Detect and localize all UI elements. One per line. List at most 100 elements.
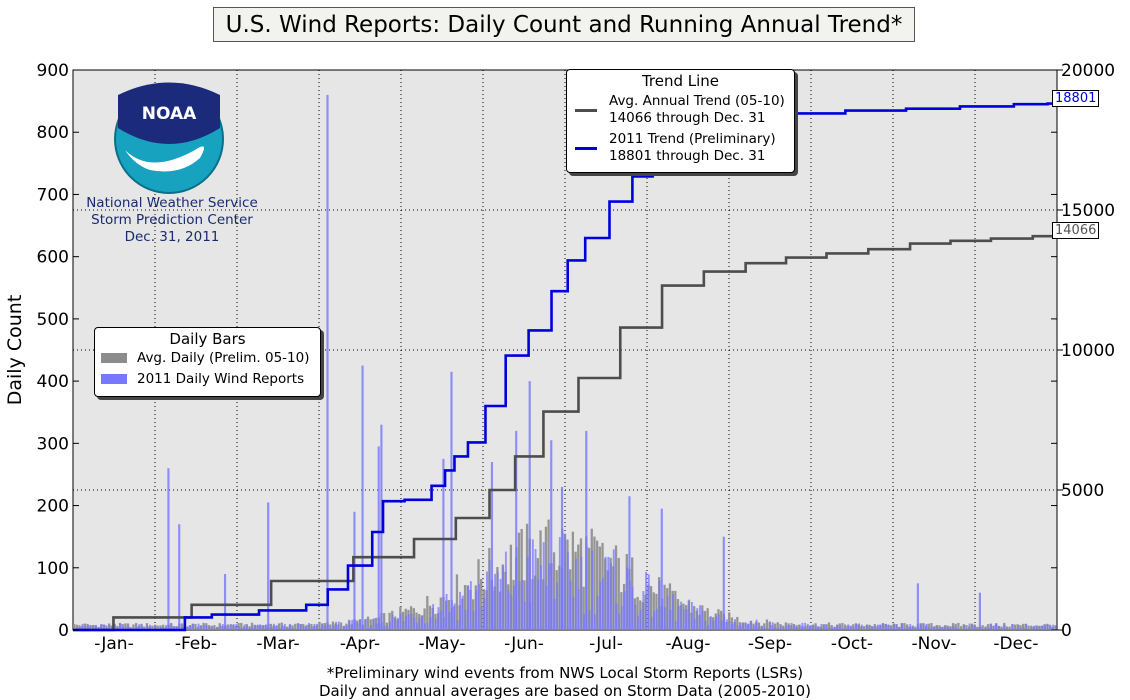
daily-bar-2011 — [389, 622, 391, 630]
daily-bar-2011 — [208, 626, 211, 630]
daily-bar-2011 — [397, 617, 399, 630]
avg-daily-bar — [423, 608, 426, 630]
daily-bar-2011 — [1011, 624, 1014, 630]
daily-bar-2011 — [553, 598, 556, 630]
daily-bar-2011 — [335, 621, 337, 630]
daily-bar-2011 — [402, 620, 405, 630]
avg-daily-bar — [587, 547, 591, 630]
daily-bar-2011 — [1027, 628, 1030, 630]
daily-bar-2011 — [545, 585, 548, 630]
noaa-caption-line1: National Weather Service — [86, 195, 258, 211]
daily-spike-2011 — [490, 462, 494, 630]
daily-bar-2011 — [693, 618, 696, 630]
daily-bar-2011 — [677, 606, 680, 630]
avg-daily-bar — [674, 590, 677, 630]
daily-bar-2011 — [499, 579, 502, 630]
daily-bar-2011 — [793, 626, 796, 630]
y2011-legend-line2: 18801 through Dec. 31 — [609, 148, 766, 164]
daily-bar-2011 — [736, 625, 739, 630]
daily-bar-2011 — [351, 619, 354, 630]
daily-bar-2011 — [960, 628, 963, 630]
daily-bar-2011 — [828, 627, 831, 630]
daily-bar-2011 — [103, 624, 106, 630]
daily-bar-2011 — [300, 624, 302, 630]
avg-daily-bar — [927, 623, 930, 630]
daily-bar-2011 — [933, 626, 936, 630]
avg-daily-bar — [728, 612, 731, 630]
daily-bar-2011 — [124, 626, 127, 630]
avg-daily-bar — [773, 623, 777, 630]
daily-bar-2011 — [623, 590, 626, 630]
daily-bar-2011 — [523, 601, 526, 630]
daily-bar-2011 — [367, 627, 370, 630]
avg-daily-bar — [703, 610, 707, 630]
avg-legend-line1: Avg. Annual Trend (05-10) — [609, 93, 785, 109]
daily-bar-2011 — [176, 626, 178, 630]
daily-bar-2011 — [707, 624, 710, 630]
daily-bar-2011 — [240, 627, 243, 630]
x-tick-label: -Jun- — [504, 634, 544, 654]
daily-bar-2011 — [653, 611, 656, 630]
daily-bar-2011 — [631, 587, 634, 630]
daily-bar-2011 — [243, 624, 246, 630]
noaa-logo: NOAA — [114, 82, 224, 194]
avg-daily-bar — [269, 623, 273, 630]
daily-bar-2011 — [906, 626, 909, 630]
daily-bar-2011 — [89, 625, 92, 630]
daily-bar-2011 — [310, 626, 313, 630]
daily-bar-2011 — [955, 627, 958, 630]
daily-bar-2011 — [1014, 628, 1017, 630]
x-tick-label: -Feb- — [175, 634, 217, 654]
daily-bar-2011 — [1046, 624, 1049, 630]
daily-bar-2011 — [100, 623, 103, 630]
daily-bar-2011 — [297, 623, 300, 630]
daily-bar-2011 — [836, 625, 839, 630]
daily-bar-2011 — [798, 624, 801, 630]
avg-daily-bar — [240, 622, 243, 630]
daily-bar-2011 — [116, 626, 119, 630]
avg-daily-bar — [329, 624, 332, 630]
daily-bar-2011 — [496, 571, 499, 630]
daily-bar-2011 — [1038, 626, 1041, 630]
daily-bar-2011 — [81, 623, 84, 630]
daily-bar-2011 — [1009, 628, 1011, 630]
daily-bar-2011 — [170, 624, 173, 630]
daily-bar-2011 — [655, 608, 658, 630]
daily-bar-2011 — [440, 611, 443, 630]
daily-bar-2011 — [922, 624, 925, 630]
avg-daily-bar — [862, 626, 866, 630]
avg-daily-bar — [463, 585, 467, 630]
avg-trend-line — [73, 234, 1055, 632]
daily-bar-2011 — [329, 628, 332, 630]
daily-spike-2011 — [450, 371, 453, 630]
avg-daily-bar — [736, 616, 739, 630]
daily-bar-2011 — [359, 619, 362, 630]
daily-bar-2011 — [418, 617, 421, 630]
daily-bar-2011 — [903, 628, 906, 630]
daily-bar-2011 — [343, 626, 346, 630]
daily-bar-2011 — [256, 624, 259, 630]
noaa-logo-text: NOAA — [142, 104, 197, 124]
daily-bar-2011 — [569, 580, 572, 630]
y-tick-label: 100 — [37, 559, 69, 579]
avg-daily-bar — [1005, 626, 1009, 630]
daily-bar-2011 — [712, 620, 715, 630]
daily-spike-2011 — [326, 94, 329, 630]
daily-bar-2011 — [556, 582, 559, 630]
daily-bar-2011 — [1036, 626, 1038, 630]
avg-daily-bar — [596, 540, 599, 630]
avg-daily-bar — [1021, 623, 1025, 630]
daily-bar-2011 — [685, 609, 688, 630]
avg-daily-bar — [1000, 626, 1003, 630]
daily-spike-2011 — [223, 574, 227, 630]
daily-bar-2011 — [1054, 625, 1057, 630]
avg-legend-line2: 14066 through Dec. 31 — [609, 110, 766, 126]
avg-daily-bar — [652, 592, 655, 630]
daily-bar-2011 — [211, 626, 213, 630]
daily-bar-2011 — [459, 591, 461, 630]
daily-bar-2011 — [488, 559, 491, 630]
daily-bar-2011 — [542, 542, 545, 630]
daily-bar-2011 — [715, 616, 718, 630]
daily-bar-2011 — [246, 625, 249, 630]
daily-bar-2011 — [221, 624, 224, 630]
